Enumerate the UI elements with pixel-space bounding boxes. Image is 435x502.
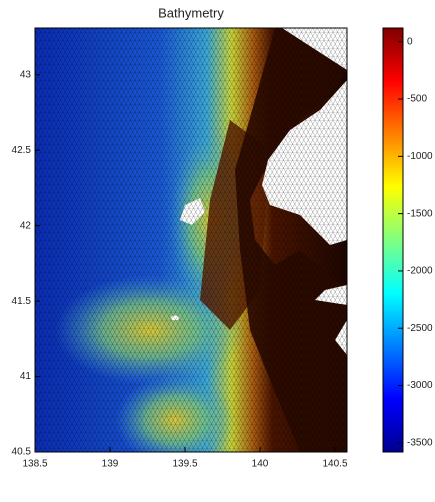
x-tick-label: 140.5 bbox=[322, 459, 347, 470]
bathymetry-mesh bbox=[35, 28, 347, 452]
y-tick-label: 42 bbox=[20, 220, 32, 231]
y-tick-label: 42.5 bbox=[12, 145, 32, 156]
colorbar-tick-label: -2000 bbox=[407, 266, 433, 277]
x-tick-label: 139 bbox=[102, 459, 119, 470]
colorbar-tick-label: 0 bbox=[407, 36, 413, 47]
colorbar-tick-label: -3500 bbox=[407, 437, 433, 448]
y-tick-label: 40.5 bbox=[12, 447, 32, 458]
colorbar bbox=[382, 27, 404, 453]
colorbar-tick-label: -1500 bbox=[407, 208, 433, 219]
colorbar-tick-label: -2500 bbox=[407, 323, 433, 334]
x-tick-label: 139.5 bbox=[172, 459, 197, 470]
y-tick-label: 43 bbox=[20, 69, 32, 80]
colorbar-tick-label: -500 bbox=[407, 94, 427, 105]
x-tick-label: 140 bbox=[252, 459, 269, 470]
colorbar-tick-label: -3000 bbox=[407, 380, 433, 391]
colorbar-tick-label: -1000 bbox=[407, 151, 433, 162]
plot-frame bbox=[34, 27, 348, 453]
x-tick-label: 138.5 bbox=[22, 459, 47, 470]
y-tick-label: 41.5 bbox=[12, 296, 32, 307]
y-tick-label: 41 bbox=[20, 371, 32, 382]
chart-title: Bathymetry bbox=[158, 5, 224, 20]
